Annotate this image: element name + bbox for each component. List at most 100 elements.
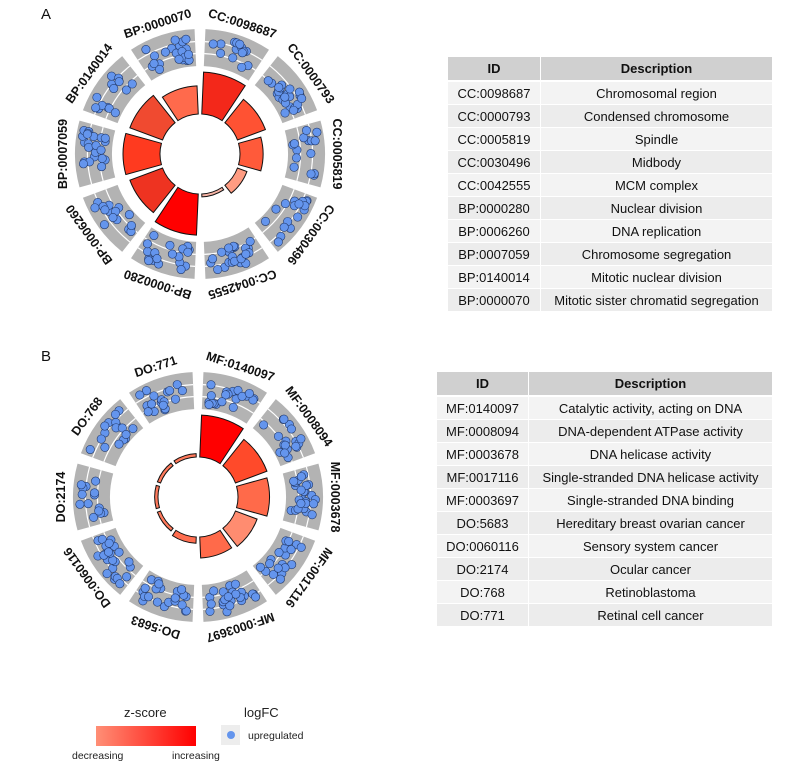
gene-logfc-point xyxy=(165,386,175,396)
gene-logfc-point xyxy=(149,231,159,241)
gene-logfc-point xyxy=(94,506,104,516)
gene-logfc-point xyxy=(114,547,124,557)
gene-logfc-point xyxy=(280,440,290,450)
term-description-cell: Nuclear division xyxy=(540,196,772,220)
gene-logfc-point xyxy=(121,430,131,440)
logfc-legend-title: logFC xyxy=(244,705,279,720)
gene-logfc-point xyxy=(292,153,302,163)
gene-logfc-point xyxy=(100,421,110,431)
gene-logfc-point xyxy=(170,35,180,45)
term-id-cell: BP:0000070 xyxy=(448,288,541,312)
gene-logfc-point xyxy=(205,606,215,616)
ring-gridline xyxy=(137,41,196,61)
zscore-bar xyxy=(171,529,197,544)
gene-logfc-point xyxy=(160,47,170,57)
table-row: DO:768 Retinoblastoma xyxy=(437,580,772,604)
ring-gridline xyxy=(202,395,254,414)
gene-logfc-point xyxy=(306,148,316,158)
gene-logfc-point xyxy=(235,39,245,49)
gene-logfc-point xyxy=(274,548,284,558)
table-row: BP:0000280 Nuclear division xyxy=(448,196,772,220)
term-id-cell: DO:2174 xyxy=(437,557,529,581)
term-segment: CC:0098687 xyxy=(201,6,278,122)
gene-logfc-point xyxy=(289,162,299,172)
gene-logfc-point xyxy=(100,205,110,215)
term-id-cell: CC:0098687 xyxy=(448,81,541,105)
gene-logfc-point xyxy=(306,169,316,179)
table-row: DO:771 Retinal cell cancer xyxy=(437,603,772,627)
gene-logfc-point xyxy=(174,54,184,64)
term-description-cell: Condensed chromosome xyxy=(540,104,772,128)
gene-logfc-point xyxy=(124,210,134,220)
gene-logfc-point xyxy=(206,599,216,609)
circle-plot-b: MF:0140097MF:0008094MF:0003678MF:0017116… xyxy=(54,349,342,645)
gene-logfc-point xyxy=(90,203,100,213)
term-description-cell: Single-stranded DNA binding xyxy=(528,488,772,512)
gene-logfc-point xyxy=(312,127,322,137)
gene-logfc-point xyxy=(280,199,290,209)
logfc-item-label: upregulated xyxy=(248,730,304,742)
gene-logfc-point xyxy=(279,222,289,232)
gene-logfc-point xyxy=(78,159,88,169)
gene-logfc-point xyxy=(170,593,180,603)
gene-logfc-point xyxy=(280,108,290,118)
gene-logfc-point xyxy=(140,583,150,593)
term-table-b: ID Description MF:0140097 Catalytic activit… xyxy=(437,372,772,627)
gene-logfc-point xyxy=(154,579,164,589)
gene-logfc-point xyxy=(122,572,132,582)
gene-logfc-point xyxy=(296,542,306,552)
gene-logfc-point xyxy=(143,592,153,602)
gene-logfc-point xyxy=(289,105,299,115)
gene-logfc-point xyxy=(285,84,295,94)
zscore-bar xyxy=(156,510,174,532)
gene-logfc-point xyxy=(294,199,304,209)
gene-logfc-point xyxy=(296,434,306,444)
term-description-cell: DNA helicase activity xyxy=(528,442,772,466)
gene-logfc-point xyxy=(126,221,136,231)
gene-logfc-point xyxy=(274,82,284,92)
gene-logfc-point xyxy=(150,51,160,61)
gene-logfc-point xyxy=(208,254,218,264)
gene-logfc-point xyxy=(289,139,299,149)
gene-logfc-point xyxy=(76,480,86,490)
zscore-bar xyxy=(129,94,176,141)
header-id: ID xyxy=(437,372,529,397)
gene-logfc-point xyxy=(108,213,118,223)
term-id-cell: DO:0060116 xyxy=(437,534,529,558)
gene-logfc-point xyxy=(286,424,296,434)
gene-logfc-point xyxy=(91,103,101,113)
gene-logfc-point xyxy=(177,386,187,396)
zscore-bar xyxy=(199,529,233,559)
term-label: MF:0003678 xyxy=(328,462,342,533)
gene-logfc-point xyxy=(273,431,283,441)
zscore-bar xyxy=(122,132,163,176)
gene-logfc-point xyxy=(245,236,255,246)
term-description-cell: Catalytic activity, acting on DNA xyxy=(528,396,772,420)
term-id-cell: MF:0017116 xyxy=(437,465,529,489)
gene-logfc-point xyxy=(273,237,283,247)
gene-logfc-point xyxy=(296,485,306,495)
gene-logfc-point xyxy=(124,557,134,567)
term-description-cell: Mitotic nuclear division xyxy=(540,265,772,289)
gene-logfc-point xyxy=(167,249,177,259)
zscore-bar xyxy=(222,510,258,548)
ring-gridline xyxy=(94,193,131,243)
gene-logfc-point xyxy=(206,380,216,390)
table-row: CC:0030496 Midbody xyxy=(448,150,772,174)
table-row: DO:5683 Hereditary breast ovarian cancer xyxy=(437,511,772,535)
circle-plot-a: CC:0098687CC:0000793CC:0005819CC:0030496… xyxy=(56,6,344,302)
gene-logfc-point xyxy=(301,125,311,135)
gene-logfc-point xyxy=(100,133,110,143)
gene-logfc-point xyxy=(209,586,219,596)
term-description-cell: DNA replication xyxy=(540,219,772,243)
gene-logfc-point xyxy=(224,243,234,253)
panel-label-a: A xyxy=(41,6,52,23)
gene-logfc-point xyxy=(296,498,306,508)
gene-logfc-point xyxy=(102,569,112,579)
term-segment: CC:0042555 xyxy=(201,186,278,302)
term-segment: BP:0007059 xyxy=(56,119,163,189)
gene-logfc-point xyxy=(143,247,153,257)
gene-logfc-point xyxy=(225,601,235,611)
gene-logfc-point xyxy=(217,247,227,257)
gene-logfc-point xyxy=(152,254,162,264)
